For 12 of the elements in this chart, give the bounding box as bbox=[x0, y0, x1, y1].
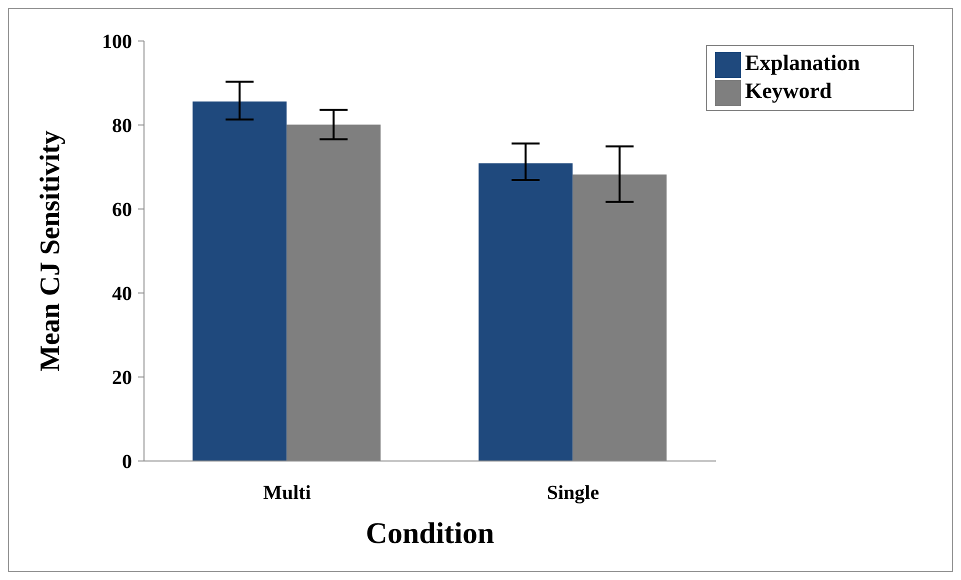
x-tick-label: Multi bbox=[263, 482, 312, 504]
y-tick-label: 40 bbox=[112, 283, 132, 306]
y-tick-label: 60 bbox=[112, 199, 132, 222]
legend-label: Explanation bbox=[745, 50, 860, 75]
y-tick-label: 100 bbox=[102, 31, 132, 54]
x-axis-title: Condition bbox=[366, 517, 494, 550]
y-tick-label: 20 bbox=[112, 367, 132, 390]
y-tick-label: 80 bbox=[112, 115, 132, 138]
y-tick-label: 0 bbox=[122, 451, 132, 474]
x-tick-label: Single bbox=[546, 482, 600, 504]
y-axis-title: Mean CJ Sensitivity bbox=[34, 130, 66, 372]
legend-label: Keyword bbox=[745, 78, 832, 103]
